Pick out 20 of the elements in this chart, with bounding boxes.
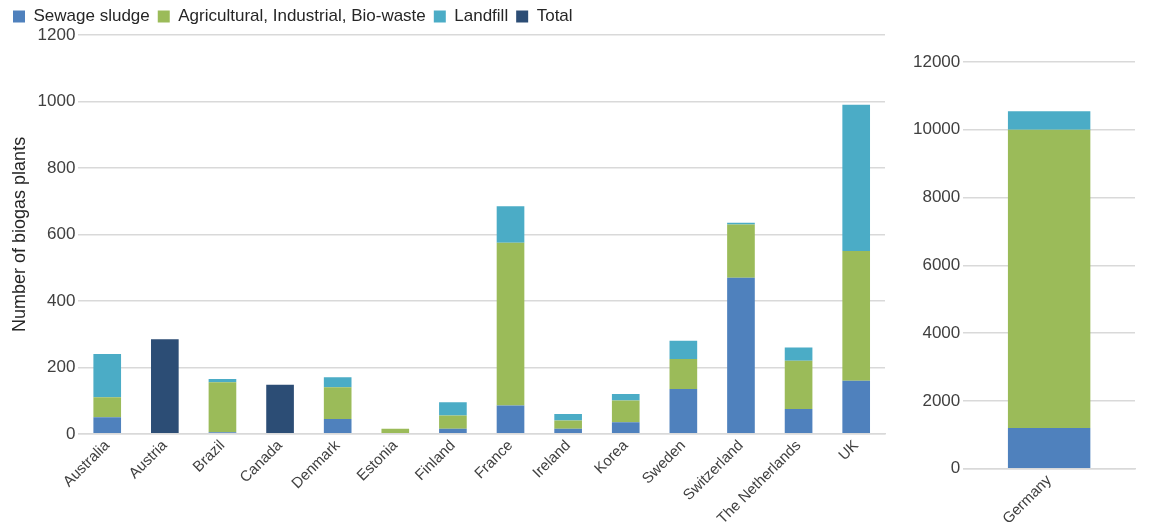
y-axis-title: Number of biogas plants xyxy=(8,136,29,332)
y-tick-label: 2000 xyxy=(922,390,961,410)
y-tick-label: 6000 xyxy=(922,255,961,275)
legend-label: Sewage sludge xyxy=(33,6,150,26)
y-tick-label: 0 xyxy=(950,458,961,478)
y-tick-label: 600 xyxy=(47,224,76,244)
y-tick-label: 200 xyxy=(47,357,76,377)
y-tick-label: 400 xyxy=(47,290,76,310)
legend-label: Agricultural, Industrial, Bio-waste xyxy=(178,6,426,26)
legend-label: Landfill xyxy=(454,6,509,26)
y-tick-label: 4000 xyxy=(922,322,961,342)
x-tick-label: UK xyxy=(834,436,862,464)
legend-label: Total xyxy=(536,6,573,26)
y-tick-label: 12000 xyxy=(912,51,961,71)
y-tick-label: 0 xyxy=(65,423,76,443)
y-tick-label: 1200 xyxy=(37,24,76,44)
y-tick-label: 800 xyxy=(47,157,76,177)
y-tick-label: 8000 xyxy=(922,187,961,207)
y-tick-label: 10000 xyxy=(912,119,961,139)
y-tick-label: 1000 xyxy=(37,91,76,111)
